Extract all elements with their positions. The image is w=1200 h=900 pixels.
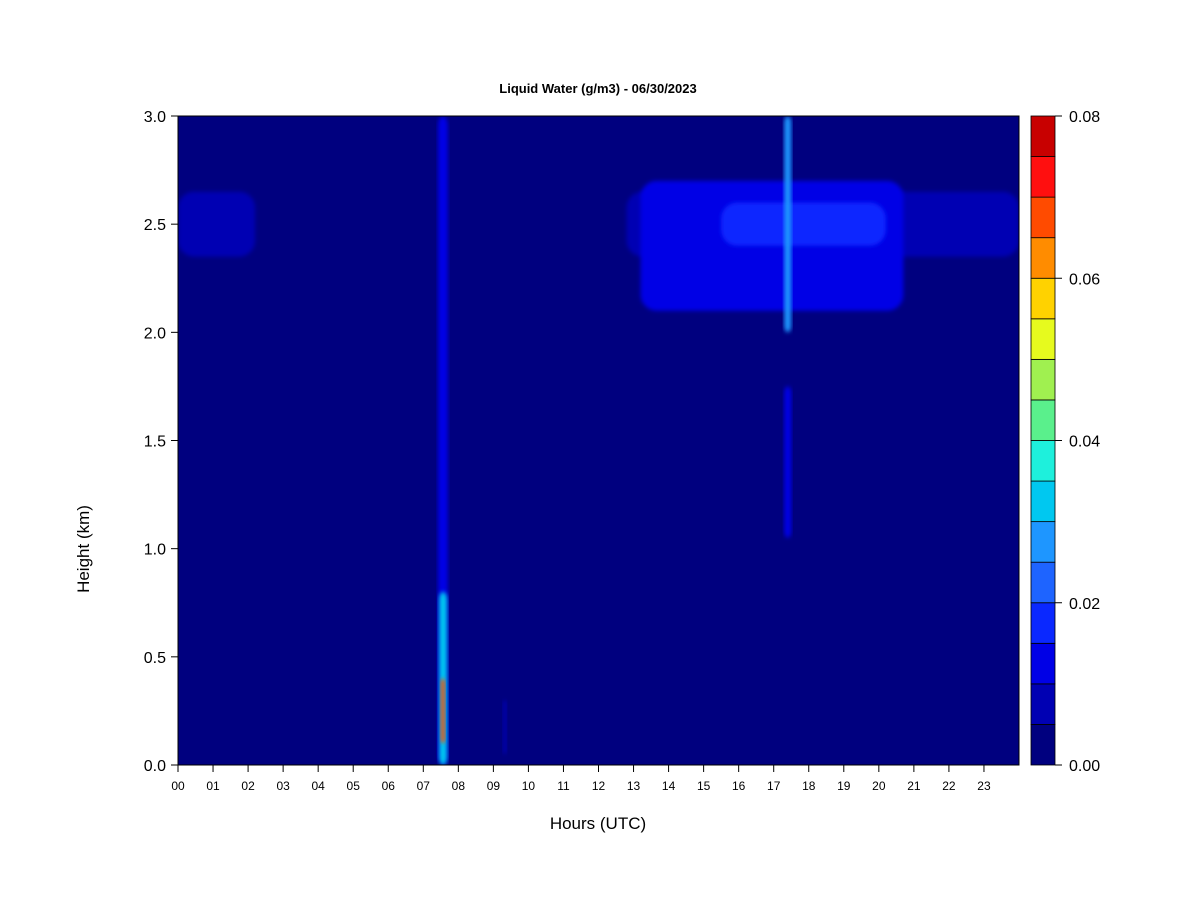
colorbar-tick-label: 0.02 [1069,596,1100,613]
x-tick-label: 09 [487,779,501,793]
x-tick-label: 23 [977,779,991,793]
x-tick-label: 12 [592,779,606,793]
colorbar-tick-label: 0.08 [1069,109,1100,126]
heatmap-feature-10 [503,700,507,755]
x-tick-label: 00 [171,779,185,793]
x-tick-label: 04 [311,779,325,793]
x-tick-label: 14 [662,779,676,793]
colorbar-swatch [1030,561,1056,604]
x-tick-label: 19 [837,779,851,793]
y-tick-label: 1.0 [144,542,166,559]
colorbar-tick-label: 0.04 [1069,434,1100,451]
x-tick-label: 07 [417,779,431,793]
x-tick-label: 22 [942,779,956,793]
colorbar-swatch [1030,521,1056,563]
x-axis: 00 01 02 03 04 05 06 07 08 09 10 11 12 13 14 15 16 17 18 19… [171,765,991,793]
colorbar-swatch [1030,115,1056,157]
x-tick-label: 15 [697,779,711,793]
x-tick-label: 11 [557,779,570,793]
colorbar-swatch [1030,440,1056,482]
x-tick-label: 21 [907,779,921,793]
y-tick-label: 2.5 [144,217,166,234]
y-tick-label: 3.0 [144,109,166,126]
y-axis-label: Height (km) [74,505,93,593]
colorbar-swatch [1030,156,1056,198]
colorbar-swatch [1030,480,1056,523]
colorbar: 0.00 0.02 0.04 0.06 0.08 [1030,109,1100,775]
x-tick-label: 03 [276,779,290,793]
heatmap-feature-9 [784,386,792,538]
chart-title: Liquid Water (g/m3) - 06/30/2023 [499,81,696,96]
colorbar-swatch [1030,358,1056,401]
x-tick-label: 08 [452,779,466,793]
colorbar-swatch [1030,683,1056,725]
heatmap-feature-7 [440,678,446,744]
y-tick-label: 1.5 [144,434,166,451]
x-tick-label: 06 [382,779,396,793]
colorbar-swatch [1030,318,1056,360]
x-tick-label: 18 [802,779,816,793]
colorbar-swatch [1030,277,1056,320]
colorbar-swatch [1030,724,1056,766]
x-tick-label: 01 [206,779,220,793]
x-tick-label: 20 [872,779,886,793]
colorbar-swatch [1030,602,1056,644]
colorbar-swatch [1030,642,1056,685]
heatmap-feature-1 [178,191,256,257]
heatmap-features [178,116,1019,765]
x-axis-label: Hours (UTC) [550,814,646,833]
heatmap-feature-8 [784,116,792,333]
y-axis: 0.0 0.5 1.0 1.5 2.0 2.5 3.0 [144,109,178,775]
plot-area [177,115,1020,766]
colorbar-tick-label: 0.00 [1069,758,1100,775]
x-tick-label: 16 [732,779,746,793]
colorbar-swatch [1030,399,1056,441]
y-tick-label: 0.0 [144,758,166,775]
y-tick-label: 2.0 [144,325,166,342]
x-tick-label: 02 [241,779,255,793]
x-tick-label: 05 [347,779,361,793]
heatmap-feature-4 [721,202,886,246]
colorbar-tick-label: 0.06 [1069,271,1100,288]
y-tick-label: 0.5 [144,650,166,667]
x-tick-label: 17 [767,779,781,793]
colorbar-swatch [1030,237,1056,279]
x-tick-label: 10 [522,779,536,793]
x-tick-label: 13 [627,779,641,793]
colorbar-swatch [1030,196,1056,239]
